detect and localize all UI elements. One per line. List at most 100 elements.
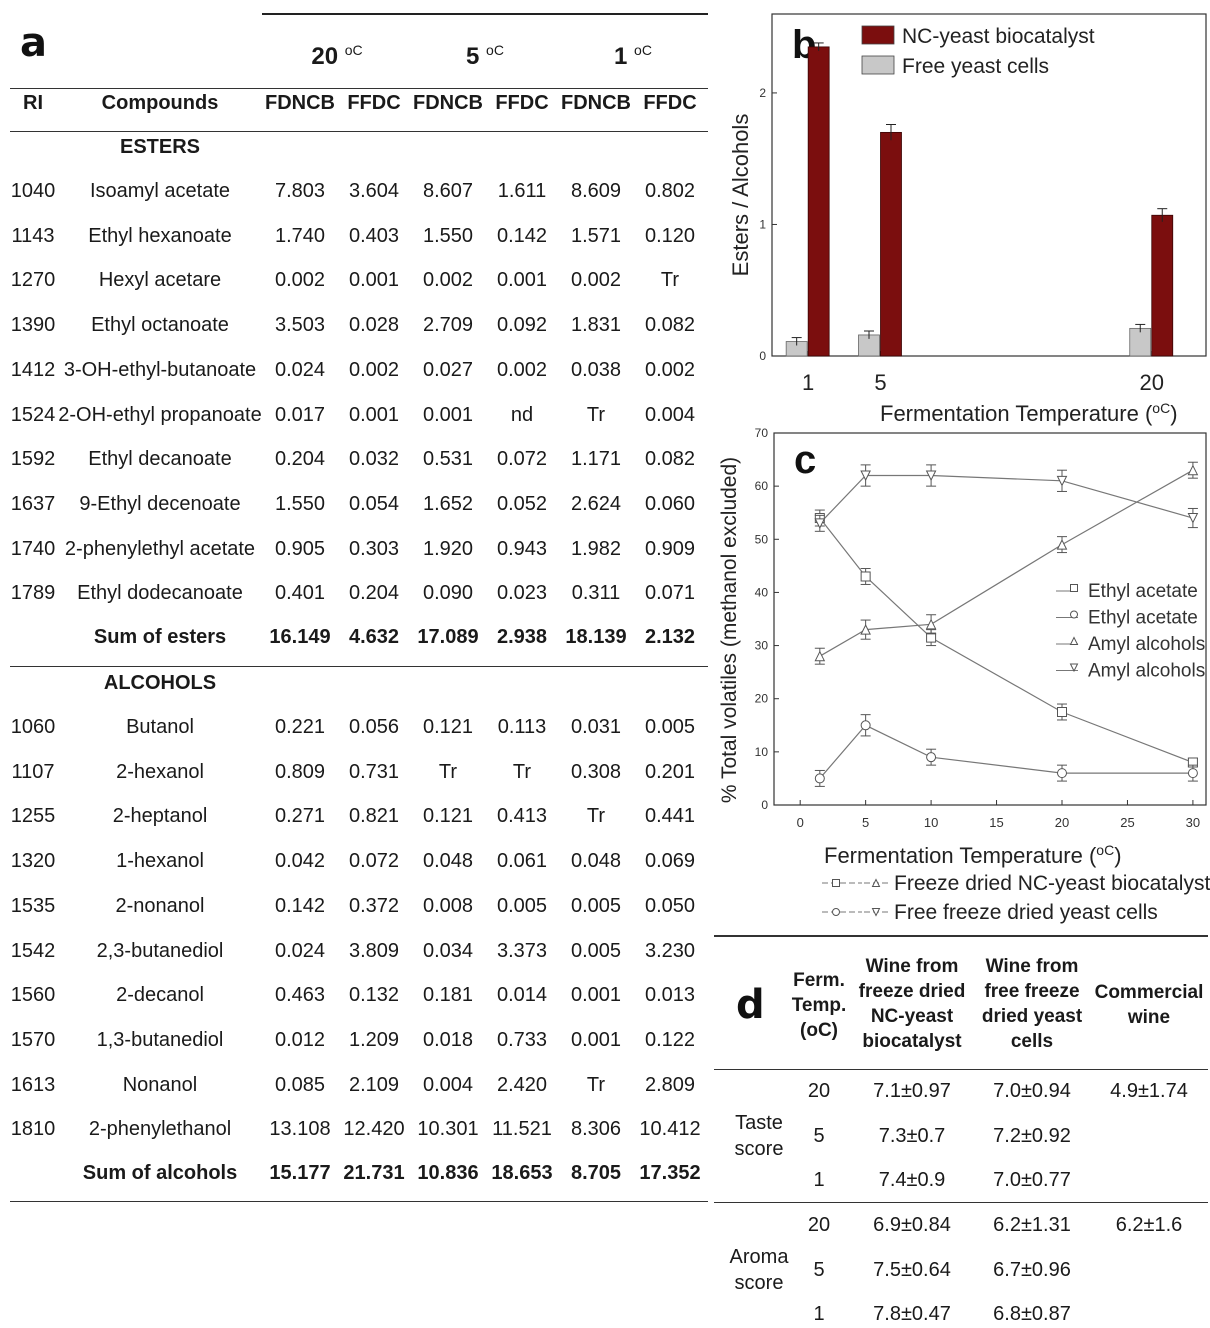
x-axis-title-c: Fermentation Temperature (oC) [824, 842, 1122, 868]
legend-b: NC-yeast biocatalyst Free yeast cells [861, 25, 1095, 78]
value-cell: 7.803 [274, 180, 326, 202]
square-marker [832, 879, 840, 887]
header-free-freeze-dried-line: free freeze [984, 981, 1080, 1002]
ri-cell: 1789 [10, 582, 56, 605]
value-cell: 0.092 [496, 314, 548, 337]
value-cell: 0.024 [274, 358, 326, 381]
series-line [819, 724, 1193, 779]
footnote-label-2: Free freeze dried yeast cells [894, 901, 1158, 924]
y-tick-label-b: 2 [759, 86, 766, 100]
square-marker [926, 632, 937, 643]
value-cell: 0.122 [644, 1028, 696, 1051]
x-tick-label-c: 10 [924, 815, 938, 830]
value-cell: 1.171 [570, 448, 622, 471]
x-axis-title-b-text: Fermentation Temperature ( [880, 401, 1153, 426]
value-cell: 0.052 [496, 492, 548, 515]
plot-frame-c [773, 432, 1207, 806]
y-tick-label-c: 60 [755, 479, 769, 493]
value-cell: 0.032 [348, 448, 400, 471]
value-cell: 2.420 [496, 1073, 548, 1096]
table-d-header-rule [714, 1069, 1208, 1070]
ri-cell: 1060 [10, 716, 56, 738]
value-cell: 0.121 [422, 716, 474, 738]
x-axis-title-b-close: ) [1170, 401, 1177, 426]
value-cell: 0.463 [274, 984, 326, 1007]
table-top-rule [262, 13, 708, 15]
x-tick-label-c: 20 [1055, 815, 1069, 830]
value-cell: 10.836 [417, 1162, 479, 1184]
value-cell: 8.609 [570, 180, 622, 202]
column-header: FFDC [495, 92, 549, 114]
value-cell: 0.121 [422, 805, 474, 828]
temp-cell: 20 [807, 1214, 831, 1236]
value-cell: 0.802 [644, 180, 696, 202]
value-cell: 3.503 [274, 314, 326, 337]
column-header: RI [23, 92, 43, 114]
value-cell: 0.023 [496, 582, 548, 605]
legend-c: Ethyl acetate Ethyl acetate Amyl alcohols A… [1056, 581, 1205, 682]
square-marker [1070, 584, 1078, 592]
value-cell: 1.652 [422, 492, 474, 515]
header-freeze-dried: Wine from freeze dried NC-yeast biocatalyst [859, 954, 966, 1054]
circle-marker [860, 720, 871, 731]
bars-b [785, 42, 1174, 357]
y-tick-label-b: 0 [759, 349, 766, 363]
table-d-top-rule [714, 935, 1208, 937]
ri-cell: 1270 [10, 269, 56, 292]
score-cell: 7.3±0.7 [878, 1124, 946, 1147]
legend-swatch-b [861, 25, 895, 45]
value-cell: 2.938 [496, 626, 548, 648]
triangle-up-marker [860, 624, 871, 635]
header-commercial-line: wine [1127, 1007, 1171, 1028]
value-cell: 8.705 [570, 1162, 622, 1184]
alcohols-heading: ALCOHOLS [103, 672, 217, 694]
value-cell: 0.413 [496, 805, 548, 828]
value-cell: 0.004 [644, 403, 696, 426]
score-cell: 6.7±0.96 [993, 1258, 1071, 1281]
value-cell: 0.038 [570, 358, 622, 381]
value-cell: 1.831 [570, 314, 622, 337]
value-cell: 0.071 [644, 582, 696, 605]
ri-cell: 1412 [10, 358, 56, 381]
header-ferm-temp: Ferm. Temp. (oC) [792, 968, 847, 1043]
header-bottom-rule [10, 131, 708, 132]
triangle-down-marker [925, 470, 937, 482]
value-cell: 1.740 [274, 224, 326, 247]
esters-heading: ESTERS [119, 136, 201, 158]
score-cell: 6.2±1.31 [993, 1214, 1071, 1236]
table-bottom-rule [10, 1201, 708, 1202]
footnote-legend-c: Freeze dried NC-yeast biocatalyst Free fr… [822, 872, 1210, 924]
compound-name: 3-OH-ethyl-butanoate [63, 358, 257, 381]
taste-score-label-line: Taste [735, 1112, 783, 1134]
circle-marker [1057, 768, 1067, 779]
ri-cell: 1810 [10, 1118, 56, 1141]
value-cell: 1.571 [570, 224, 622, 247]
value-cell: 0.005 [496, 894, 548, 917]
value-cell: 0.085 [274, 1073, 326, 1096]
score-cell: 4.9±1.74 [1110, 1080, 1188, 1102]
value-cell: 0.069 [644, 850, 696, 873]
header-commercial: Commercial wine [1095, 980, 1204, 1030]
ri-cell: 1740 [10, 537, 56, 560]
compound-name: 2-decanol [116, 984, 204, 1007]
ri-cell: 1107 [11, 760, 55, 783]
y-tick-label-c: 50 [755, 532, 769, 546]
column-header: FDNCB [413, 92, 483, 114]
value-cell: 0.002 [422, 269, 474, 292]
header-ferm-temp-line: (oC) [800, 1020, 838, 1041]
value-cell: 0.082 [644, 448, 696, 471]
y-tick-label-c: 20 [755, 692, 769, 706]
value-cell: 0.201 [644, 760, 696, 783]
compound-name: 2-phenylethyl acetate [64, 537, 256, 560]
legend-label-c: Ethyl acetate [1088, 608, 1198, 629]
value-cell: 2.624 [570, 492, 622, 515]
value-cell: 0.005 [644, 716, 696, 738]
header-freeze-dried-line: NC-yeast [870, 1006, 954, 1027]
x-tick-label-b: 5 [874, 370, 886, 395]
ri-cell: 1570 [10, 1028, 56, 1051]
value-cell: 17.089 [417, 626, 479, 648]
value-cell: 0.001 [348, 403, 400, 426]
ri-cell: 1560 [10, 984, 56, 1007]
value-cell: 2.132 [644, 626, 696, 648]
ri-cell: 1255 [10, 805, 56, 828]
